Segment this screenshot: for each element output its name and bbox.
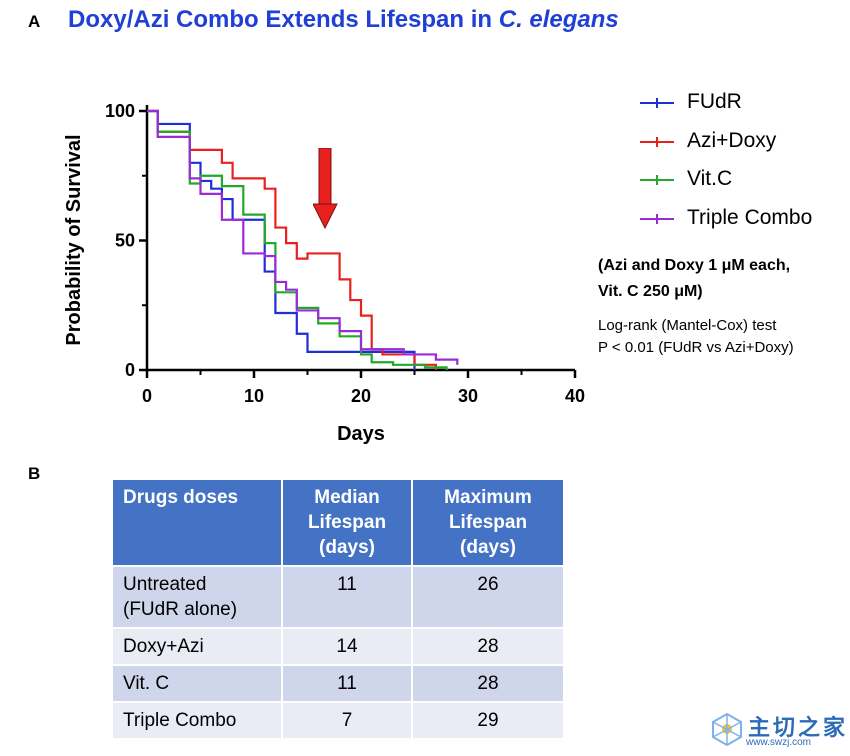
statistics-note-line: P < 0.01 (FUdR vs Azi+Doxy) — [598, 339, 794, 356]
legend-label: FUdR — [687, 90, 742, 113]
series-line-fudr — [147, 109, 416, 370]
x-tick-label: 30 — [458, 386, 478, 406]
x-tick-label: 20 — [351, 386, 371, 406]
table-row: Vit. C 11 28 — [111, 664, 565, 703]
median-cell: 11 — [281, 565, 413, 629]
legend-swatch — [640, 175, 674, 185]
median-cell: 14 — [281, 627, 413, 666]
x-tick-label: 0 — [142, 386, 152, 406]
table-header-row: Drugs doses Median Lifespan (days) Maxim… — [111, 478, 565, 567]
dose-note-line: Vit. C 250 μM) — [598, 283, 703, 300]
statistics-note: Log-rank (Mantel-Cox) test P < 0.01 (FUd… — [598, 315, 794, 359]
drug-cell: Untreated (FUdR alone) — [111, 565, 283, 629]
max-cell: 28 — [411, 664, 565, 703]
red-arrow-icon — [313, 148, 338, 230]
y-tick-label: 100 — [105, 101, 135, 121]
x-axis-label: Days — [337, 423, 385, 445]
figure-title: Doxy/Azi Combo Extends Lifespan in C. el… — [68, 6, 619, 33]
watermark-logo-icon — [712, 712, 742, 746]
legend-swatch — [640, 136, 674, 147]
y-tick-label: 0 — [125, 360, 135, 380]
max-cell: 28 — [411, 627, 565, 666]
header-median-lifespan: Median Lifespan (days) — [281, 478, 413, 567]
drug-cell: Doxy+Azi — [111, 627, 283, 666]
median-cell: 11 — [281, 664, 413, 703]
table-row: Doxy+Azi 14 28 — [111, 627, 565, 666]
y-tick-label: 50 — [115, 231, 135, 251]
series-line-triple-combo — [147, 109, 459, 365]
dose-note-line: (Azi and Doxy 1 μM each, — [598, 257, 791, 274]
x-tick-label: 40 — [565, 386, 585, 406]
survival-chart: 0 10 20 30 40 0 50 100 Days Probability of Surv… — [63, 101, 585, 445]
lifespan-table: Drugs doses Median Lifespan (days) Maxim… — [111, 478, 565, 740]
legend-label: Triple Combo — [687, 205, 813, 229]
header-maximum-lifespan: Maximum Lifespan (days) — [411, 478, 565, 567]
chart-tick-labels: 0 10 20 30 40 0 50 100 — [105, 101, 585, 406]
drug-cell: Vit. C — [111, 664, 283, 703]
legend-label: Azi+Doxy — [687, 128, 777, 152]
table-row: Untreated (FUdR alone) 11 26 — [111, 565, 565, 629]
chart-axes — [139, 105, 577, 378]
drug-cell: Triple Combo — [111, 701, 283, 740]
max-cell: 29 — [411, 701, 565, 740]
legend-swatch — [640, 98, 674, 108]
dose-note: (Azi and Doxy 1 μM each, Vit. C 250 μM) — [598, 253, 790, 305]
legend-label: Vit.C — [687, 167, 733, 190]
header-drugs-doses: Drugs doses — [111, 478, 283, 567]
panel-a-label: A — [28, 12, 41, 31]
max-cell: 26 — [411, 565, 565, 629]
table-row: Triple Combo 7 29 — [111, 701, 565, 740]
statistics-note-line: Log-rank (Mantel-Cox) test — [598, 317, 777, 334]
x-tick-label: 10 — [244, 386, 264, 406]
panel-b-label: B — [28, 464, 41, 483]
legend-swatch — [640, 213, 674, 224]
watermark: 主切之家 www.swzj.com — [706, 708, 846, 752]
watermark-text: 主切之家 — [748, 715, 849, 740]
y-axis-label: Probability of Survival — [63, 134, 85, 345]
median-cell: 7 — [281, 701, 413, 740]
chart-series — [147, 109, 459, 370]
watermark-url: www.swzj.com — [746, 737, 812, 748]
